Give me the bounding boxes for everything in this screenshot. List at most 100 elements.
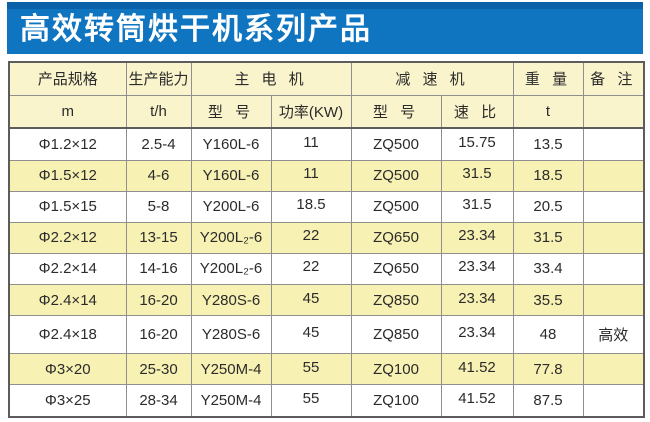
table-row: Φ3×20 25-30 Y250M-4 55 ZQ100 41.52 77.8 <box>8 353 645 386</box>
cell-reducer-model: ZQ500 <box>350 127 442 161</box>
cell-reducer-model: ZQ500 <box>350 159 442 192</box>
header-product-spec: 产品规格 <box>8 61 127 96</box>
cell-motor-power: 22 <box>270 252 352 286</box>
cell-reducer-ratio-value: 23.34 <box>458 258 496 276</box>
cell-motor-power: 55 <box>270 384 352 418</box>
cell-motor-model: Y200L₂-6 <box>190 252 272 286</box>
cell-reducer-ratio-value: 31.5 <box>462 196 492 214</box>
cell-remarks <box>582 384 645 418</box>
cell-reducer-ratio: 23.34 <box>440 221 514 254</box>
page-title: 高效转筒烘干机系列产品 <box>20 13 372 46</box>
cell-motor-power: 18.5 <box>270 190 352 223</box>
cell-reducer-ratio-value: 23.34 <box>458 324 496 342</box>
cell-reducer-ratio: 23.34 <box>440 252 514 286</box>
header-main-motor: 主 电 机 <box>190 61 352 96</box>
cell-capacity: 4-6 <box>125 159 192 192</box>
header-weight-unit: t <box>512 94 584 129</box>
cell-motor-model: Y160L-6 <box>190 127 272 161</box>
header-motor-power: 功率(KW) <box>270 94 352 129</box>
product-spec-table: 产品规格 生产能力 主 电 机 减 速 机 重 量 备 注 m t/h 型 号 … <box>8 61 645 418</box>
cell-motor-model: Y200L₂-6 <box>190 221 272 254</box>
title-banner: 高效转筒烘干机系列产品 <box>7 2 643 54</box>
cell-weight: 33.4 <box>512 252 584 286</box>
cell-remarks <box>582 252 645 286</box>
header-row-units: m t/h 型 号 功率(KW) 型 号 速 比 t <box>8 94 645 129</box>
table-row: Φ2.4×14 16-20 Y280S-6 45 ZQ850 23.34 35.… <box>8 284 645 317</box>
cell-motor-power-value: 11 <box>303 165 319 183</box>
cell-spec: Φ1.5×15 <box>8 190 127 223</box>
cell-reducer-ratio: 41.52 <box>440 353 514 386</box>
cell-capacity: 2.5-4 <box>125 127 192 161</box>
cell-reducer-model: ZQ850 <box>350 315 442 355</box>
table-row: Φ1.5×12 4-6 Y160L-6 11 ZQ500 31.5 18.5 <box>8 159 645 192</box>
cell-motor-power: 22 <box>270 221 352 254</box>
cell-motor-power-value: 55 <box>302 390 320 408</box>
header-remarks: 备 注 <box>582 61 645 96</box>
table-row: Φ2.2×14 14-16 Y200L₂-6 22 ZQ650 23.34 33… <box>8 252 645 286</box>
cell-motor-model: Y250M-4 <box>190 384 272 418</box>
cell-spec: Φ3×25 <box>8 384 127 418</box>
cell-remarks: 高效 <box>582 315 645 355</box>
header-motor-model: 型 号 <box>190 94 272 129</box>
cell-weight: 35.5 <box>512 284 584 317</box>
cell-reducer-model: ZQ500 <box>350 190 442 223</box>
header-remarks-unit <box>582 94 645 129</box>
cell-remarks <box>582 221 645 254</box>
cell-weight: 31.5 <box>512 221 584 254</box>
cell-spec: Φ3×20 <box>8 353 127 386</box>
cell-remarks <box>582 190 645 223</box>
header-weight: 重 量 <box>512 61 584 96</box>
header-spec-unit: m <box>8 94 127 129</box>
cell-motor-power-value: 22 <box>302 227 320 245</box>
cell-weight: 77.8 <box>512 353 584 386</box>
header-reducer-model: 型 号 <box>350 94 442 129</box>
cell-reducer-ratio: 23.34 <box>440 315 514 355</box>
cell-reducer-ratio-value: 23.34 <box>458 227 496 245</box>
cell-motor-model: Y280S-6 <box>190 315 272 355</box>
cell-spec: Φ2.2×12 <box>8 221 127 254</box>
cell-reducer-ratio: 31.5 <box>440 159 514 192</box>
cell-motor-power: 55 <box>270 353 352 386</box>
cell-weight: 87.5 <box>512 384 584 418</box>
table-row: Φ1.2×12 2.5-4 Y160L-6 11 ZQ500 15.75 13.… <box>8 127 645 161</box>
table-row: Φ3×25 28-34 Y250M-4 55 ZQ100 41.52 87.5 <box>8 384 645 418</box>
cell-reducer-ratio: 31.5 <box>440 190 514 223</box>
cell-capacity: 13-15 <box>125 221 192 254</box>
cell-reducer-ratio-value: 41.52 <box>458 358 496 376</box>
header-capacity-unit: t/h <box>125 94 192 129</box>
cell-capacity: 14-16 <box>125 252 192 286</box>
cell-spec: Φ2.4×18 <box>8 315 127 355</box>
cell-spec: Φ1.5×12 <box>8 159 127 192</box>
cell-reducer-ratio-value: 23.34 <box>458 289 496 307</box>
cell-weight: 18.5 <box>512 159 584 192</box>
cell-reducer-model: ZQ650 <box>350 252 442 286</box>
cell-motor-model: Y160L-6 <box>190 159 272 192</box>
cell-motor-model: Y250M-4 <box>190 353 272 386</box>
cell-motor-power: 11 <box>270 127 352 161</box>
cell-weight: 13.5 <box>512 127 584 161</box>
cell-motor-model: Y200L-6 <box>190 190 272 223</box>
table-row: Φ2.4×18 16-20 Y280S-6 45 ZQ850 23.34 48 … <box>8 315 645 355</box>
cell-weight: 48 <box>512 315 584 355</box>
cell-spec: Φ2.2×14 <box>8 252 127 286</box>
cell-reducer-ratio: 15.75 <box>440 127 514 161</box>
header-reducer: 减 速 机 <box>350 61 514 96</box>
table-row: Φ2.2×12 13-15 Y200L₂-6 22 ZQ650 23.34 31… <box>8 221 645 254</box>
cell-capacity: 5-8 <box>125 190 192 223</box>
cell-reducer-ratio-value: 31.5 <box>462 165 492 183</box>
cell-remarks <box>582 353 645 386</box>
cell-reducer-model: ZQ650 <box>350 221 442 254</box>
header-row-groups: 产品规格 生产能力 主 电 机 减 速 机 重 量 备 注 <box>8 61 645 96</box>
cell-spec: Φ2.4×14 <box>8 284 127 317</box>
cell-motor-power: 11 <box>270 159 352 192</box>
cell-weight: 20.5 <box>512 190 584 223</box>
table-row: Φ1.5×15 5-8 Y200L-6 18.5 ZQ500 31.5 20.5 <box>8 190 645 223</box>
header-capacity: 生产能力 <box>125 61 192 96</box>
cell-motor-model: Y280S-6 <box>190 284 272 317</box>
cell-spec: Φ1.2×12 <box>8 127 127 161</box>
cell-motor-power: 45 <box>270 315 352 355</box>
cell-reducer-ratio: 41.52 <box>440 384 514 418</box>
cell-reducer-ratio-value: 15.75 <box>458 133 496 151</box>
cell-capacity: 16-20 <box>125 315 192 355</box>
